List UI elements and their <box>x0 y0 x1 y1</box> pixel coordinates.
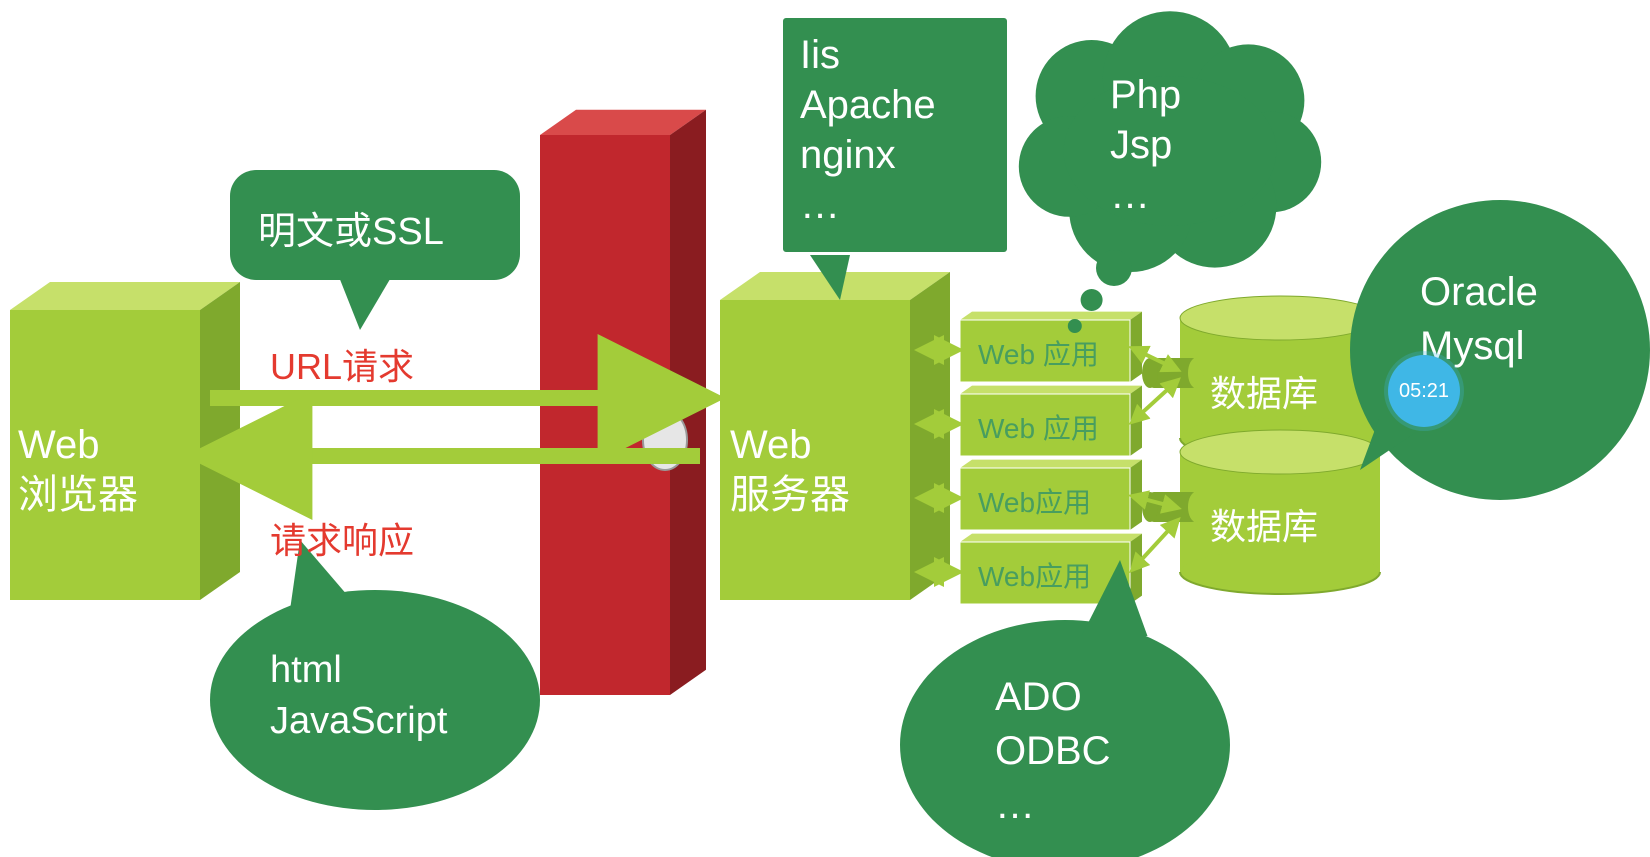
ado-line1: ADO <box>995 670 1111 724</box>
webapp-label-0: Web 应用 <box>978 333 1099 373</box>
langs-cloud-callout: Php Jsp … <box>1110 70 1181 220</box>
servers-line1: Iis <box>800 30 936 80</box>
browser-label-line1: Web <box>18 420 138 470</box>
htmljs-callout: html JavaScript <box>270 645 447 748</box>
diagram-stage: Web 浏览器 Web 服务器 URL请求 请求响应 明文或SSL html J… <box>0 0 1650 857</box>
db-callout-line1: Oracle <box>1420 265 1538 319</box>
langs-line1: Php <box>1110 70 1181 120</box>
ado-callout: ADO ODBC … <box>995 670 1111 832</box>
db-label-1: 数据库 <box>1210 498 1318 550</box>
browser-box-label: Web 浏览器 <box>18 420 138 520</box>
webapp-label-3: Web应用 <box>978 555 1091 595</box>
ado-line2: ODBC <box>995 724 1111 778</box>
webserver-label-line1: Web <box>730 420 850 470</box>
timestamp-badge: 05:21 <box>1388 355 1460 427</box>
servers-line4: … <box>800 180 936 230</box>
ado-line3: … <box>995 778 1111 832</box>
timestamp-badge-text: 05:21 <box>1399 380 1449 403</box>
request-arrow-label: URL请求 <box>270 338 414 390</box>
db-label-0: 数据库 <box>1210 365 1318 417</box>
servers-callout: Iis Apache nginx … <box>800 30 936 230</box>
langs-line2: Jsp <box>1110 120 1181 170</box>
htmljs-line1: html <box>270 645 447 696</box>
webapp-label-1: Web 应用 <box>978 407 1099 447</box>
webserver-box-label: Web 服务器 <box>730 420 850 520</box>
servers-line3: nginx <box>800 130 936 180</box>
langs-line3: … <box>1110 170 1181 220</box>
servers-line2: Apache <box>800 80 936 130</box>
webserver-label-line2: 服务器 <box>730 470 850 520</box>
htmljs-line2: JavaScript <box>270 696 447 747</box>
webapp-label-2: Web应用 <box>978 481 1091 521</box>
ssl-callout-text: 明文或SSL <box>258 200 444 255</box>
browser-label-line2: 浏览器 <box>18 470 138 520</box>
response-arrow-label: 请求响应 <box>270 512 414 564</box>
